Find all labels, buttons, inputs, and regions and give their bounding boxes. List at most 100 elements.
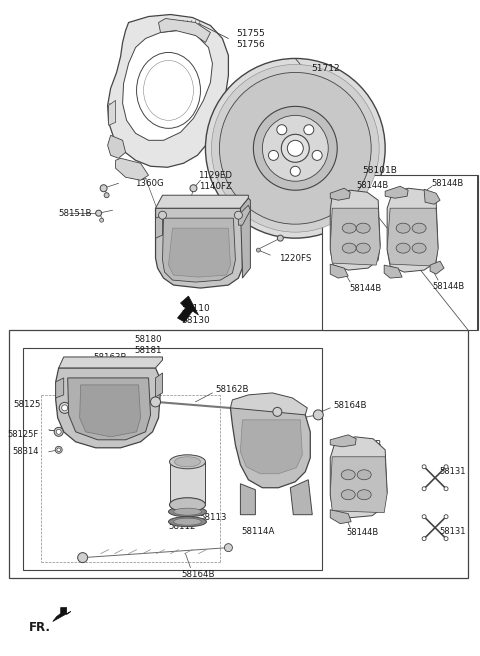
Circle shape: [422, 515, 426, 519]
Circle shape: [56, 429, 61, 434]
Ellipse shape: [341, 490, 355, 500]
Ellipse shape: [357, 490, 371, 500]
Ellipse shape: [173, 508, 202, 515]
Circle shape: [444, 487, 448, 491]
Polygon shape: [156, 373, 163, 397]
Ellipse shape: [356, 243, 370, 253]
Polygon shape: [230, 400, 310, 488]
Text: 58131: 58131: [440, 467, 466, 476]
Circle shape: [277, 125, 287, 134]
Circle shape: [96, 210, 102, 216]
Text: 58114A: 58114A: [241, 527, 275, 536]
Circle shape: [263, 115, 328, 181]
Circle shape: [100, 218, 104, 222]
Polygon shape: [239, 205, 251, 225]
Polygon shape: [330, 190, 380, 270]
Polygon shape: [240, 483, 255, 515]
Circle shape: [253, 106, 337, 190]
Polygon shape: [108, 135, 126, 158]
Circle shape: [62, 405, 68, 411]
Polygon shape: [178, 296, 198, 322]
Polygon shape: [330, 510, 351, 523]
Circle shape: [277, 235, 283, 241]
Polygon shape: [56, 368, 160, 448]
Polygon shape: [163, 218, 235, 282]
Ellipse shape: [168, 506, 206, 517]
Text: 51712: 51712: [311, 64, 339, 73]
Polygon shape: [68, 378, 151, 440]
Ellipse shape: [396, 243, 410, 253]
Polygon shape: [424, 189, 440, 204]
Polygon shape: [108, 14, 228, 167]
Text: 58151B: 58151B: [59, 209, 92, 218]
Polygon shape: [240, 420, 302, 474]
Circle shape: [304, 125, 314, 134]
Text: 58101B: 58101B: [363, 166, 397, 174]
Polygon shape: [169, 462, 205, 504]
Text: 58144B: 58144B: [432, 281, 464, 291]
Circle shape: [256, 248, 260, 252]
Ellipse shape: [356, 223, 370, 233]
Text: 58164B: 58164B: [334, 401, 367, 411]
Text: 51755: 51755: [236, 29, 265, 38]
Polygon shape: [158, 18, 210, 43]
Text: 1220FS: 1220FS: [279, 254, 312, 262]
Circle shape: [219, 72, 371, 224]
Text: 58110: 58110: [181, 304, 210, 312]
Polygon shape: [53, 607, 71, 621]
Circle shape: [212, 64, 379, 232]
Circle shape: [422, 464, 426, 469]
Text: 1360G: 1360G: [134, 178, 163, 188]
Polygon shape: [168, 228, 230, 277]
Circle shape: [312, 150, 322, 160]
Polygon shape: [290, 480, 312, 515]
Text: 58144B: 58144B: [349, 283, 381, 293]
Circle shape: [234, 211, 242, 219]
Circle shape: [288, 140, 303, 156]
Circle shape: [104, 193, 109, 197]
Ellipse shape: [168, 517, 206, 527]
Text: 58163B: 58163B: [94, 354, 127, 363]
Ellipse shape: [342, 223, 356, 233]
Polygon shape: [387, 188, 438, 272]
Polygon shape: [384, 265, 402, 278]
Ellipse shape: [175, 457, 201, 467]
Circle shape: [422, 487, 426, 491]
Bar: [322, 175, 478, 330]
Ellipse shape: [169, 498, 205, 512]
Polygon shape: [330, 208, 380, 265]
Circle shape: [54, 427, 63, 436]
Text: 58125F: 58125F: [8, 430, 39, 440]
Polygon shape: [59, 357, 163, 368]
Circle shape: [444, 537, 448, 541]
Circle shape: [273, 407, 282, 417]
Circle shape: [281, 134, 309, 162]
Text: 1129ED: 1129ED: [198, 171, 232, 180]
Polygon shape: [330, 188, 350, 200]
Circle shape: [205, 58, 385, 238]
Bar: [9, 330, 468, 577]
Ellipse shape: [173, 518, 202, 525]
Polygon shape: [108, 100, 116, 125]
Polygon shape: [430, 261, 444, 274]
Polygon shape: [116, 158, 148, 180]
Circle shape: [100, 185, 107, 192]
Circle shape: [444, 464, 448, 469]
Circle shape: [78, 552, 88, 563]
Text: 58181: 58181: [135, 346, 162, 356]
Ellipse shape: [357, 470, 371, 480]
Text: 58131: 58131: [440, 527, 466, 536]
Text: 58162B: 58162B: [216, 385, 249, 394]
Polygon shape: [122, 30, 213, 140]
Circle shape: [158, 211, 167, 219]
Polygon shape: [80, 385, 141, 437]
Text: 58180: 58180: [135, 335, 162, 344]
Polygon shape: [230, 393, 307, 415]
Bar: [23, 348, 322, 569]
Polygon shape: [240, 198, 251, 278]
Circle shape: [422, 537, 426, 541]
Circle shape: [190, 185, 197, 192]
Polygon shape: [330, 264, 348, 278]
Text: FR.: FR.: [29, 621, 51, 634]
Text: 58113: 58113: [200, 513, 227, 522]
